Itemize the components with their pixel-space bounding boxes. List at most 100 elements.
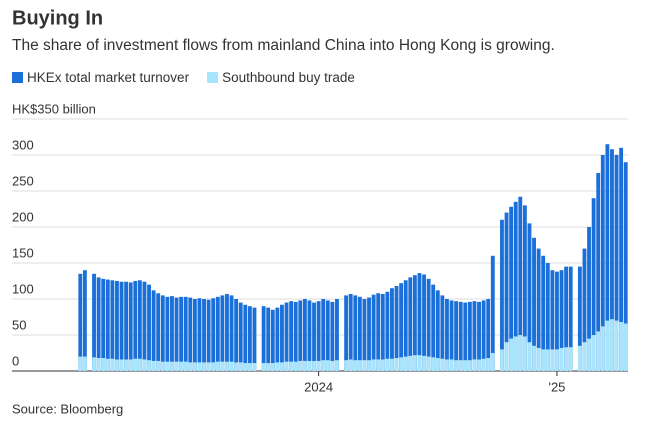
bar [412,355,417,371]
bar [426,356,431,371]
bar [440,358,445,371]
y-tick-label: 250 [12,173,34,188]
bar [243,304,248,371]
bar [215,296,220,371]
bar [564,347,569,371]
bar [312,360,316,371]
source: Source: Bloomberg [12,401,123,416]
bar [577,266,582,371]
bar [353,295,358,371]
bar [394,286,399,371]
bar [220,361,225,371]
bar [490,255,495,371]
bar [472,301,477,371]
bar [545,263,550,371]
bar [371,359,376,371]
bar [605,320,610,371]
legend-label: HKEx total market turnover [27,70,190,85]
bar [463,360,468,371]
bar [522,205,527,371]
bar [78,356,83,371]
bar [307,300,312,371]
bar [536,347,541,371]
bar [321,360,326,371]
bar [555,349,559,371]
bar [96,358,101,371]
bar [325,360,330,371]
bar [156,293,161,371]
bar [229,295,234,371]
bar [280,362,284,371]
bar [422,274,426,371]
bar [321,299,326,371]
bar [408,355,413,371]
bar [234,362,239,371]
bar [412,275,417,371]
bar [110,280,115,371]
bar [192,299,197,371]
bar [115,359,119,371]
bar [82,270,87,371]
bar [449,359,454,371]
bar [225,361,229,371]
bar [252,363,257,371]
bar [284,361,289,371]
bar [234,299,239,371]
bar [142,359,147,371]
bar [133,358,138,371]
bar [119,359,124,371]
bar [559,347,564,371]
bar [600,155,605,371]
bar [179,296,184,371]
bar [110,358,115,371]
bar [477,301,481,371]
bar [500,349,504,371]
bar [431,357,436,371]
bar [312,302,316,371]
legend-swatch [12,72,23,83]
bar [541,349,546,371]
bar [610,149,614,371]
bar [170,296,174,371]
bar [481,358,486,371]
bar [179,361,184,371]
bar [137,280,142,371]
bar [486,299,491,371]
bar [367,360,371,371]
bar [500,219,504,371]
bar [587,338,591,371]
legend-swatch [207,72,219,83]
bar [289,301,294,371]
bar [399,357,404,371]
bar [165,296,170,371]
bar [408,277,413,371]
bar [128,359,133,371]
bar [202,362,206,371]
bar [614,155,619,371]
bar [518,335,523,371]
bar [284,302,289,371]
bar [564,266,569,371]
bar [568,347,573,371]
bar [280,304,284,371]
bar [307,360,312,371]
bar [399,283,404,371]
y-tick-label: 50 [12,317,26,332]
bar [467,301,472,371]
bar [422,355,426,371]
bar [555,271,559,371]
bar [270,363,275,371]
bar [431,284,436,371]
legend-label: Southbound buy trade [222,70,355,85]
bar [147,284,151,371]
bar [270,309,275,371]
bar [445,299,449,371]
bar [197,298,202,371]
y-tick-label: 100 [12,281,34,296]
bar [206,362,211,371]
bar [605,144,610,371]
bar [559,270,564,371]
bar [183,361,188,371]
bar [591,335,596,371]
